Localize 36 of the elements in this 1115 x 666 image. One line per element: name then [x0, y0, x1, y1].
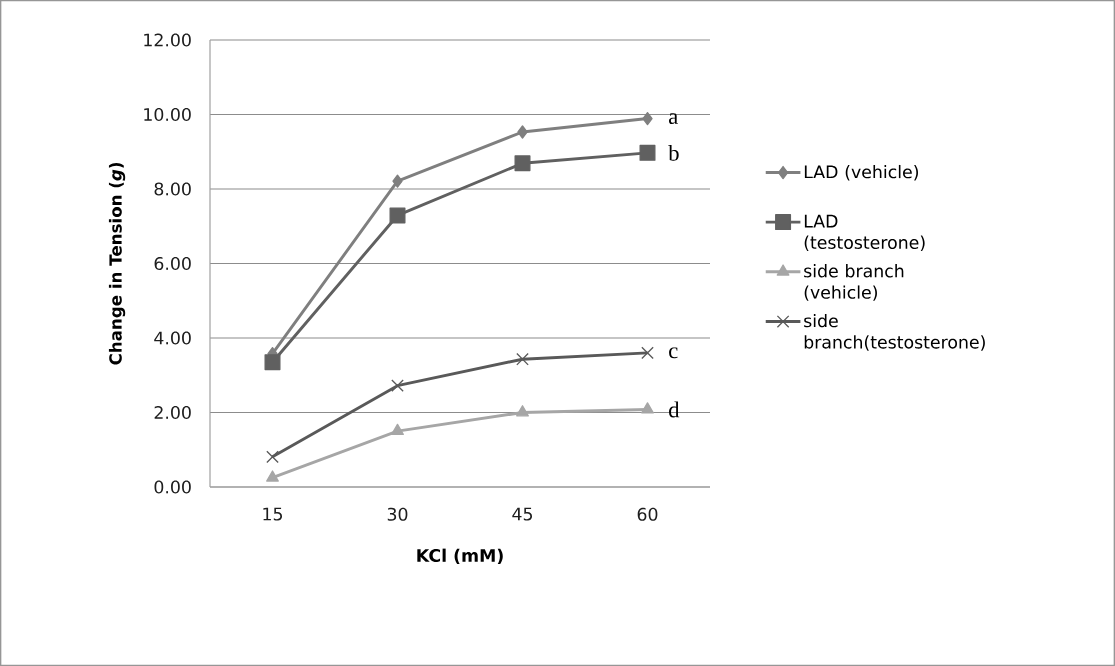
legend-label: LAD (vehicle) [804, 164, 918, 181]
annotation: d [669, 401, 680, 418]
point [639, 144, 656, 161]
point [391, 423, 404, 436]
point [391, 379, 404, 392]
legend-label: side branch (vehicle) [804, 264, 904, 301]
point [516, 405, 529, 417]
point [514, 155, 531, 172]
y-tick-label: 4.00 [154, 331, 191, 345]
point [266, 470, 279, 482]
annotation: b [668, 144, 679, 161]
y-tick-label: 0.00 [154, 480, 191, 494]
y-tick-label: 6.00 [154, 256, 191, 271]
point [517, 125, 528, 139]
point [264, 354, 281, 371]
legend-label: side branch(testosterone) [804, 313, 985, 351]
x-tick-label: 30 [387, 507, 408, 521]
y-axis-title: Change in Tension (g) [108, 162, 126, 365]
x-tick-label: 60 [637, 507, 658, 521]
x-axis-title: KCl (mM) [417, 548, 503, 565]
y-tick-label: 2.00 [154, 405, 191, 420]
y-tick-label: 10.00 [144, 107, 191, 122]
annotation: c [669, 347, 678, 359]
point [516, 352, 529, 366]
x-tick-label: 15 [263, 507, 283, 521]
x-tick-label: 45 [512, 507, 533, 521]
y-tick-label: 12.00 [144, 33, 191, 47]
point [641, 346, 654, 360]
legend-label: LAD (testosterone) [804, 214, 925, 252]
point [266, 450, 279, 464]
point [389, 207, 406, 224]
point [642, 111, 653, 126]
point [392, 174, 403, 188]
annotation: a [669, 113, 678, 125]
point [641, 402, 654, 414]
y-tick-label: 8.00 [154, 182, 191, 196]
